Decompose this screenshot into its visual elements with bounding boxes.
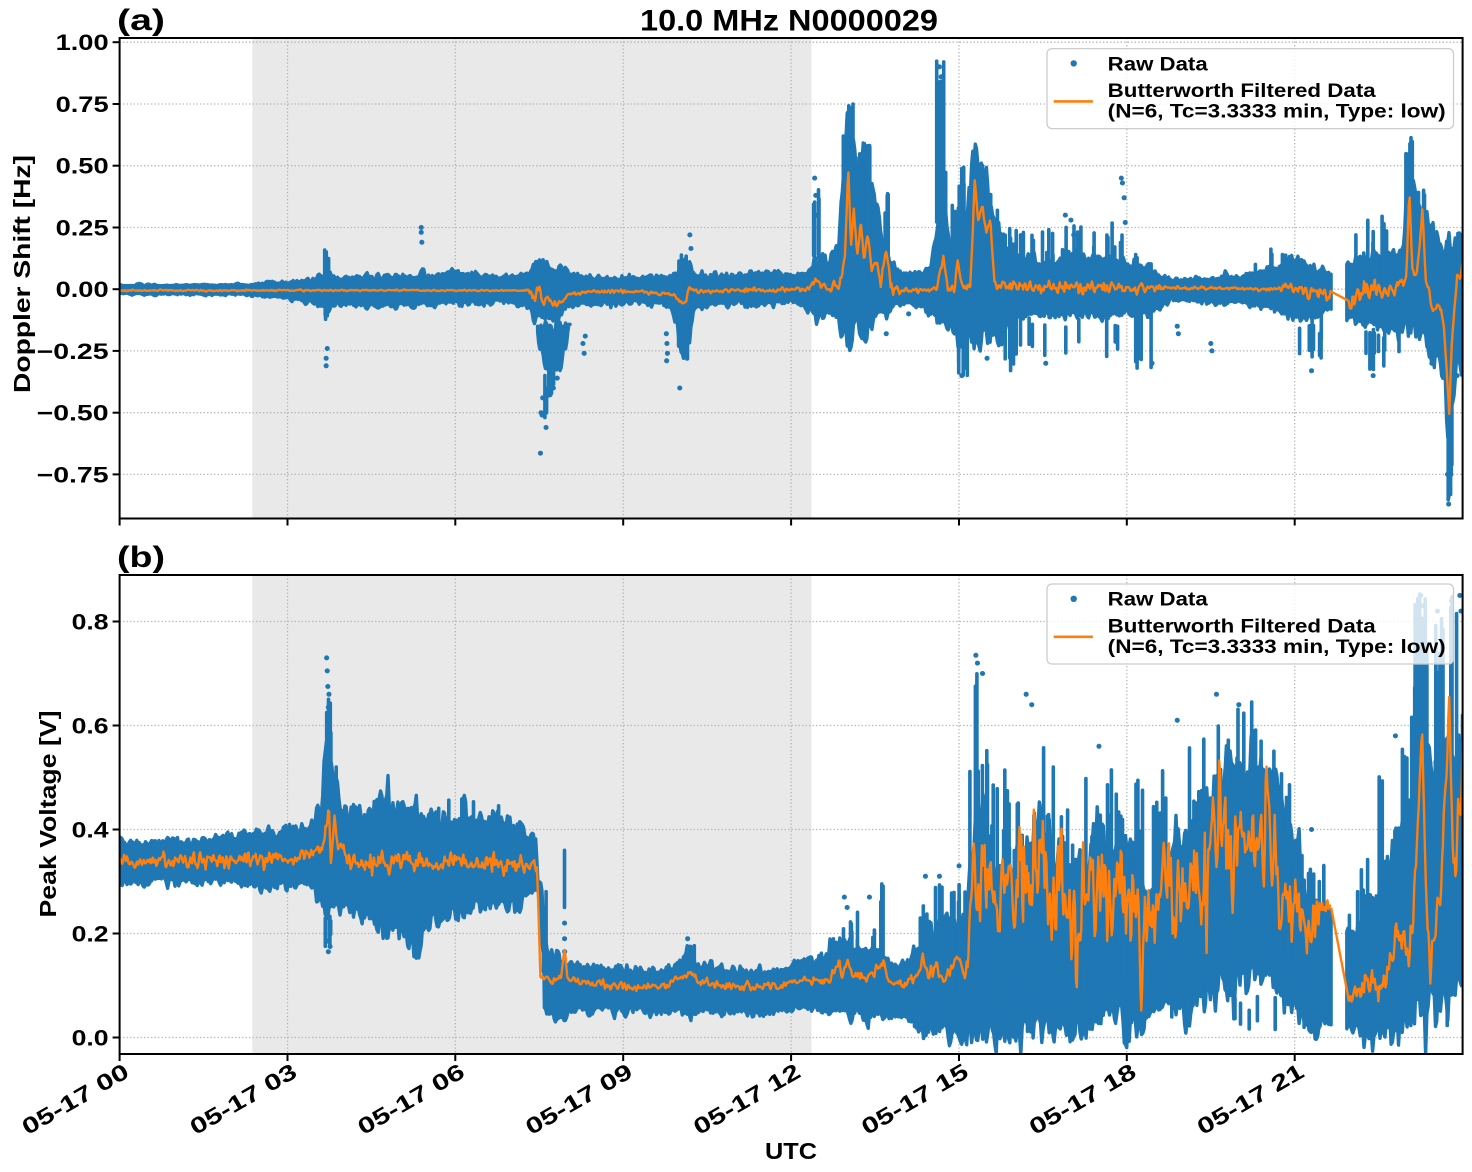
svg-text:Butterworth Filtered Data: Butterworth Filtered Data <box>1108 617 1376 638</box>
svg-text:0.25: 0.25 <box>56 216 109 241</box>
svg-text:0.8: 0.8 <box>72 610 109 635</box>
svg-text:1.00: 1.00 <box>56 30 109 55</box>
svg-text:0.4: 0.4 <box>72 818 110 843</box>
svg-text:−0.25: −0.25 <box>37 339 109 364</box>
svg-text:UTC: UTC <box>765 1138 817 1164</box>
svg-text:0.75: 0.75 <box>56 92 109 117</box>
svg-text:0.2: 0.2 <box>72 922 109 947</box>
svg-text:(b): (b) <box>117 541 165 574</box>
svg-text:0.6: 0.6 <box>72 714 109 739</box>
svg-text:0.00: 0.00 <box>56 277 109 302</box>
svg-text:(a): (a) <box>117 4 165 37</box>
svg-text:0.0: 0.0 <box>72 1026 109 1051</box>
svg-text:10.0 MHz N0000029: 10.0 MHz N0000029 <box>640 5 938 38</box>
svg-text:−0.75: −0.75 <box>37 462 109 487</box>
svg-text:(N=6, Tc=3.3333 min, Type: low: (N=6, Tc=3.3333 min, Type: low) <box>1108 637 1446 658</box>
svg-text:0.50: 0.50 <box>56 154 109 179</box>
svg-text:(N=6, Tc=3.3333 min, Type: low: (N=6, Tc=3.3333 min, Type: low) <box>1108 101 1446 122</box>
svg-text:Doppler Shift [Hz]: Doppler Shift [Hz] <box>9 155 35 393</box>
svg-text:Peak Voltage [V]: Peak Voltage [V] <box>35 711 61 918</box>
svg-text:−0.50: −0.50 <box>37 401 109 426</box>
svg-text:Raw Data: Raw Data <box>1108 590 1209 611</box>
svg-text:Butterworth Filtered Data: Butterworth Filtered Data <box>1108 81 1376 102</box>
svg-text:Raw Data: Raw Data <box>1108 54 1209 75</box>
